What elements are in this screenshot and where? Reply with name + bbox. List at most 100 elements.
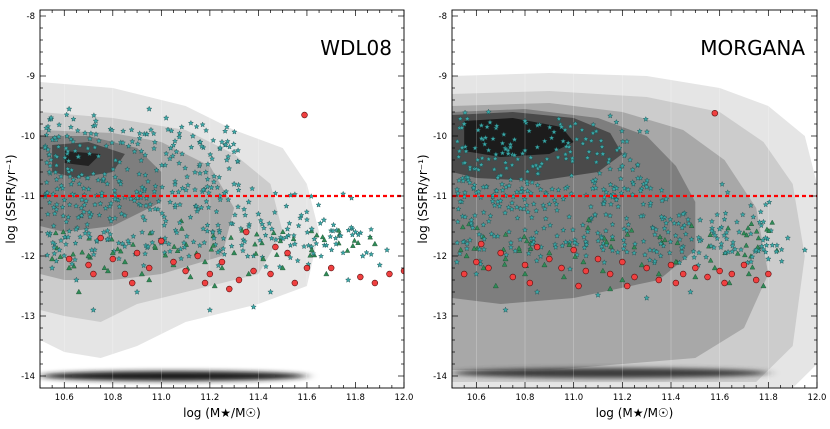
triangle-point [79, 249, 85, 255]
star-point [152, 205, 159, 212]
star-point [454, 138, 461, 144]
star-point [140, 213, 146, 220]
star-point [104, 180, 111, 187]
star-point [76, 142, 83, 149]
x-tick-label: 10.6 [55, 393, 74, 403]
triangle-point [572, 253, 578, 259]
y-tick-label: -8 [439, 12, 447, 22]
star-point [42, 144, 49, 150]
star-point [651, 231, 658, 238]
star-point [558, 123, 565, 130]
star-point [86, 135, 93, 142]
star-point [188, 144, 195, 150]
star-point [257, 217, 264, 224]
star-point [60, 212, 67, 219]
star-point [85, 185, 92, 192]
star-point [139, 184, 146, 190]
triangle-point [743, 232, 750, 238]
star-point [116, 203, 123, 210]
star-point [73, 202, 80, 209]
star-point [68, 181, 75, 187]
star-point [77, 233, 84, 240]
star-point [572, 120, 579, 127]
circle-point [497, 249, 504, 257]
star-point [249, 185, 256, 192]
circle-point [558, 264, 565, 272]
circle-point [272, 243, 279, 251]
triangle-point [231, 249, 238, 256]
star-point [271, 209, 278, 215]
star-point [78, 196, 85, 203]
triangle-point [492, 282, 499, 289]
star-point [609, 247, 616, 254]
circle-point [121, 270, 129, 278]
circle-point [460, 270, 468, 278]
triangle-point [607, 285, 614, 292]
star-point [525, 250, 532, 257]
star-point [87, 213, 94, 220]
star-point [521, 196, 528, 202]
star-point [47, 162, 54, 169]
star-point [475, 127, 482, 133]
star-point [642, 116, 649, 122]
star-point [286, 220, 293, 226]
star-point [112, 215, 118, 221]
star-point [581, 233, 587, 240]
star-point [55, 143, 62, 150]
star-point [147, 206, 154, 213]
star-point [87, 130, 94, 136]
star-point [661, 225, 668, 232]
star-point [540, 202, 547, 208]
star-point [283, 234, 290, 240]
star-point [163, 114, 170, 121]
star-point [739, 211, 746, 218]
star-point [96, 211, 103, 218]
star-point [678, 244, 685, 251]
star-point [454, 186, 461, 192]
star-point [142, 171, 149, 178]
star-point [48, 156, 55, 163]
star-point [579, 140, 586, 147]
star-point [617, 175, 624, 182]
x-tick-label: 10.8 [516, 393, 535, 403]
series-star [48, 105, 391, 313]
star-point [663, 219, 670, 226]
star-point [475, 188, 482, 195]
circle-point [301, 111, 308, 119]
star-point [594, 291, 602, 298]
star-point [216, 174, 223, 180]
y-tick-label: -10 [433, 132, 447, 142]
star-point [95, 176, 102, 183]
star-point [235, 186, 242, 193]
star-point [287, 254, 294, 261]
star-point [454, 239, 461, 246]
triangle-point [749, 264, 756, 270]
star-point [152, 183, 159, 189]
star-point [523, 202, 530, 208]
star-point [527, 154, 534, 161]
star-point [640, 201, 647, 207]
star-point [697, 216, 704, 223]
star-point [298, 212, 305, 218]
star-point [90, 170, 97, 177]
star-point [512, 247, 519, 254]
star-point [625, 221, 632, 228]
star-point [204, 222, 211, 228]
triangle-point [628, 227, 635, 233]
star-point [537, 253, 544, 259]
star-point [131, 148, 138, 155]
triangle-point [657, 233, 663, 239]
star-point [478, 122, 485, 129]
star-point [177, 245, 184, 252]
star-point [138, 157, 145, 164]
star-point [666, 249, 673, 256]
star-point [607, 112, 614, 119]
star-point [696, 237, 703, 244]
star-point [613, 185, 620, 191]
star-point [537, 186, 544, 193]
star-point [723, 235, 730, 242]
triangle-point [270, 229, 277, 235]
triangle-point [101, 264, 108, 270]
star-point [210, 178, 217, 185]
star-point [320, 216, 328, 223]
